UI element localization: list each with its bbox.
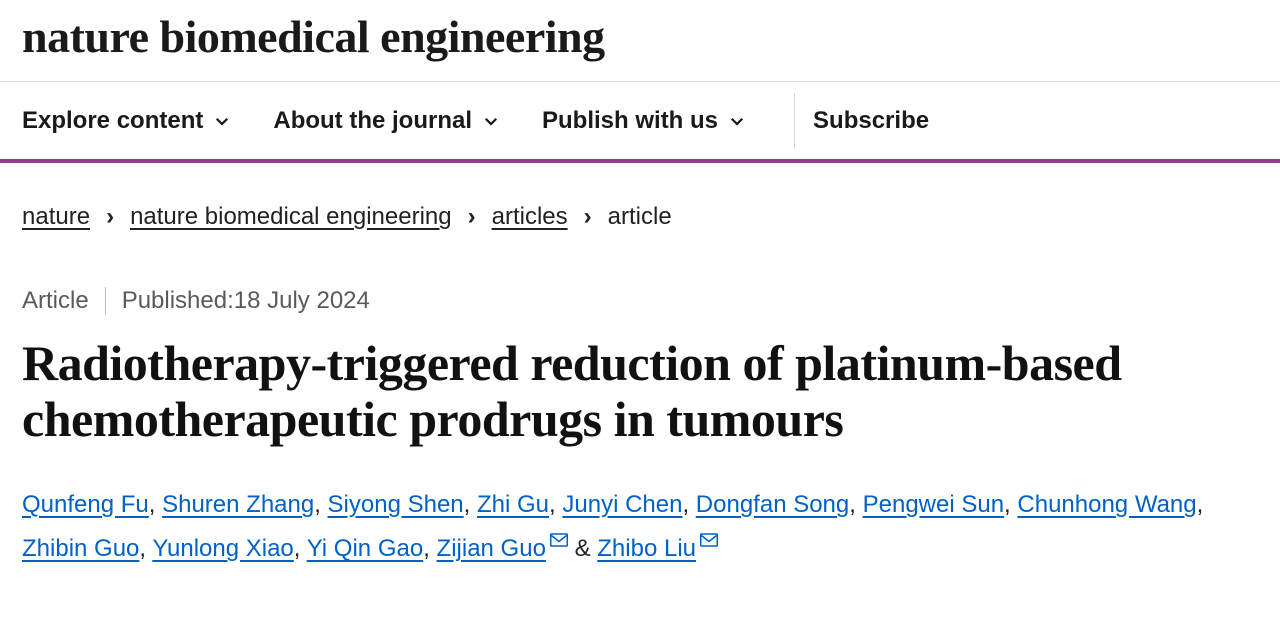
- author-separator: ,: [1197, 491, 1204, 518]
- author-separator: ,: [549, 491, 562, 518]
- nav-label: Subscribe: [813, 107, 929, 135]
- author-separator: ,: [1004, 491, 1017, 518]
- nav-publish-with-us[interactable]: Publish with us: [542, 107, 774, 135]
- author-link[interactable]: Zijian Guo: [437, 535, 568, 562]
- main-nav: Explore content About the journal Publis…: [0, 81, 1280, 163]
- author-link[interactable]: Zhibin Guo: [22, 535, 139, 562]
- breadcrumb-link[interactable]: articles: [492, 203, 568, 231]
- nav-label: Explore content: [22, 107, 203, 135]
- mail-icon[interactable]: [550, 533, 568, 547]
- author-link[interactable]: Yi Qin Gao: [307, 535, 424, 562]
- meta-divider: [105, 287, 106, 315]
- author-separator: ,: [139, 535, 152, 562]
- article-content: nature › nature biomedical engineering › art…: [0, 163, 1280, 592]
- nav-label: Publish with us: [542, 107, 718, 135]
- nav-subscribe[interactable]: Subscribe: [813, 107, 957, 135]
- author-list: Qunfeng Fu, Shuren Zhang, Siyong Shen, Z…: [22, 483, 1258, 572]
- author-separator: ,: [849, 491, 862, 518]
- author-separator: ,: [464, 491, 477, 518]
- breadcrumb-link[interactable]: nature: [22, 203, 90, 231]
- author-separator: ,: [423, 535, 436, 562]
- author-link[interactable]: Dongfan Song: [696, 491, 849, 518]
- author-link[interactable]: Qunfeng Fu: [22, 491, 149, 518]
- published-label: Published:: [122, 287, 234, 315]
- nav-divider: [794, 93, 795, 149]
- author-separator: ,: [294, 535, 307, 562]
- author-separator: ,: [149, 491, 162, 518]
- breadcrumb-separator: ›: [468, 203, 476, 231]
- author-link[interactable]: Junyi Chen: [562, 491, 682, 518]
- author-link[interactable]: Pengwei Sun: [863, 491, 1004, 518]
- author-separator: ,: [682, 491, 695, 518]
- breadcrumb-link[interactable]: nature biomedical engineering: [130, 203, 452, 231]
- author-link[interactable]: Yunlong Xiao: [152, 535, 293, 562]
- chevron-down-icon: [213, 112, 231, 130]
- chevron-down-icon: [728, 112, 746, 130]
- breadcrumb: nature › nature biomedical engineering › art…: [22, 203, 1258, 231]
- journal-name[interactable]: nature biomedical engineering: [0, 0, 1280, 81]
- nav-explore-content[interactable]: Explore content: [22, 107, 259, 135]
- article-meta: Article Published: 18 July 2024: [22, 287, 1258, 315]
- mail-icon[interactable]: [700, 533, 718, 547]
- author-link[interactable]: Zhibo Liu: [597, 535, 718, 562]
- author-link[interactable]: Chunhong Wang: [1017, 491, 1196, 518]
- chevron-down-icon: [482, 112, 500, 130]
- author-link[interactable]: Zhi Gu: [477, 491, 549, 518]
- nav-about-journal[interactable]: About the journal: [273, 107, 528, 135]
- breadcrumb-current: article: [608, 203, 672, 231]
- author-separator: &: [568, 535, 597, 562]
- nav-label: About the journal: [273, 107, 472, 135]
- breadcrumb-separator: ›: [584, 203, 592, 231]
- article-title: Radiotherapy-triggered reduction of plat…: [22, 335, 1258, 447]
- published-date: 18 July 2024: [234, 287, 370, 315]
- breadcrumb-separator: ›: [106, 203, 114, 231]
- author-link[interactable]: Shuren Zhang: [162, 491, 314, 518]
- article-type: Article: [22, 287, 89, 315]
- author-link[interactable]: Siyong Shen: [328, 491, 464, 518]
- author-separator: ,: [314, 491, 327, 518]
